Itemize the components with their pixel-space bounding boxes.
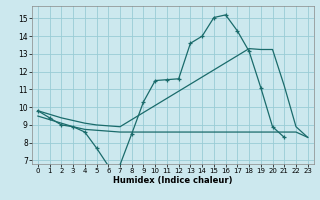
X-axis label: Humidex (Indice chaleur): Humidex (Indice chaleur) bbox=[113, 176, 233, 185]
